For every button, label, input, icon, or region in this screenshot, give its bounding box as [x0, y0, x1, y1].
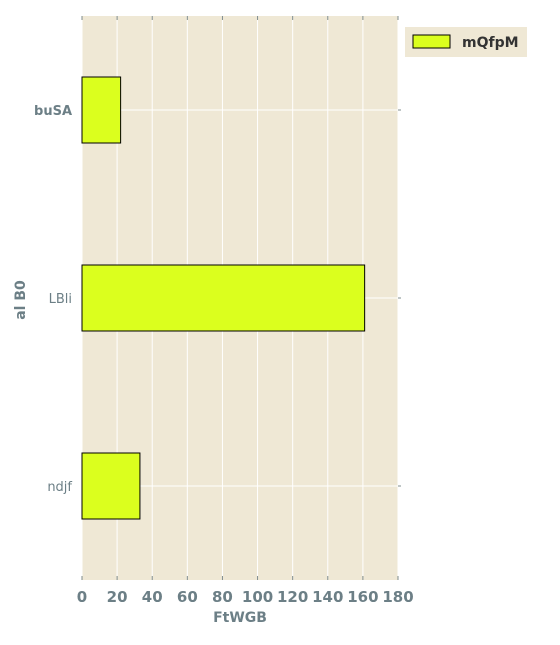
y-tick-label: LBli [49, 292, 72, 307]
x-tick-label: 180 [382, 588, 413, 606]
x-tick-label: 60 [177, 588, 198, 606]
bar-ndjf [81, 452, 141, 520]
x-tick-label: 140 [312, 588, 343, 606]
legend-swatch [412, 34, 451, 49]
x-tick-label: 80 [212, 588, 233, 606]
x-tick-label: 120 [277, 588, 308, 606]
x-tick-label: 0 [77, 588, 87, 606]
x-tick-label: 160 [347, 588, 378, 606]
bar-buSA [81, 76, 122, 144]
x-tick-labels: 0 20 40 60 80 100 120 140 160 180 [77, 588, 414, 606]
y-tick-label: ndjf [47, 480, 72, 495]
bar-LBli [81, 264, 366, 332]
x-tick-label: 100 [242, 588, 273, 606]
x-tick-label: 20 [107, 588, 128, 606]
x-axis-title: FtWGB [213, 610, 267, 626]
ticks [81, 16, 401, 580]
x-tick-label: 40 [142, 588, 163, 606]
y-tick-label: buSA [34, 104, 72, 119]
legend: mQfpM [405, 27, 527, 57]
bars [81, 76, 366, 520]
y-tick-labels: buSA LBli ndjf [34, 104, 72, 495]
legend-label: mQfpM [462, 35, 519, 51]
y-axis-title: al B0 [13, 280, 29, 320]
